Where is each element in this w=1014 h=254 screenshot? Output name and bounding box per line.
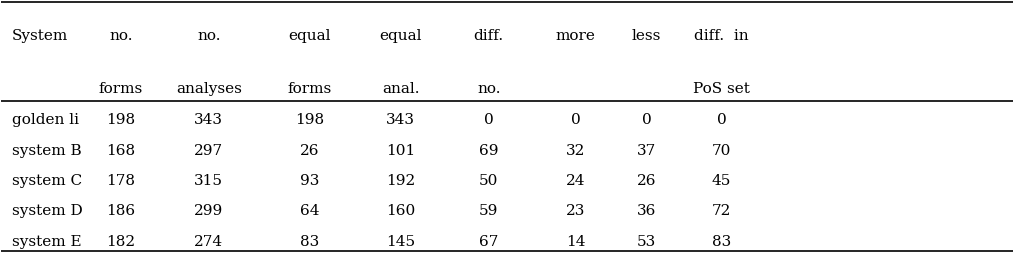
Text: 0: 0: [642, 113, 651, 127]
Text: diff.: diff.: [474, 29, 504, 43]
Text: 32: 32: [566, 143, 585, 157]
Text: 24: 24: [566, 173, 585, 187]
Text: equal: equal: [379, 29, 422, 43]
Text: System: System: [11, 29, 68, 43]
Text: 64: 64: [300, 203, 319, 217]
Text: 59: 59: [479, 203, 499, 217]
Text: less: less: [632, 29, 661, 43]
Text: 45: 45: [712, 173, 731, 187]
Text: 26: 26: [300, 143, 319, 157]
Text: 297: 297: [194, 143, 223, 157]
Text: 178: 178: [106, 173, 135, 187]
Text: system D: system D: [11, 203, 82, 217]
Text: 37: 37: [637, 143, 656, 157]
Text: system B: system B: [11, 143, 81, 157]
Text: no.: no.: [477, 82, 501, 96]
Text: anal.: anal.: [382, 82, 420, 96]
Text: 53: 53: [637, 234, 656, 248]
Text: 145: 145: [386, 234, 416, 248]
Text: 182: 182: [106, 234, 135, 248]
Text: 83: 83: [300, 234, 319, 248]
Text: 198: 198: [106, 113, 135, 127]
Text: 83: 83: [712, 234, 731, 248]
Text: 192: 192: [386, 173, 416, 187]
Text: diff.  in: diff. in: [694, 29, 748, 43]
Text: 23: 23: [566, 203, 585, 217]
Text: 69: 69: [479, 143, 499, 157]
Text: 72: 72: [712, 203, 731, 217]
Text: 343: 343: [195, 113, 223, 127]
Text: 70: 70: [712, 143, 731, 157]
Text: golden li: golden li: [11, 113, 78, 127]
Text: 67: 67: [479, 234, 499, 248]
Text: PoS set: PoS set: [693, 82, 749, 96]
Text: system E: system E: [11, 234, 81, 248]
Text: no.: no.: [197, 29, 220, 43]
Text: more: more: [556, 29, 595, 43]
Text: analyses: analyses: [175, 82, 241, 96]
Text: 186: 186: [106, 203, 135, 217]
Text: 14: 14: [566, 234, 585, 248]
Text: equal: equal: [289, 29, 331, 43]
Text: 36: 36: [637, 203, 656, 217]
Text: 0: 0: [717, 113, 726, 127]
Text: 101: 101: [386, 143, 416, 157]
Text: no.: no.: [108, 29, 133, 43]
Text: system C: system C: [11, 173, 81, 187]
Text: 160: 160: [386, 203, 416, 217]
Text: 50: 50: [479, 173, 499, 187]
Text: 343: 343: [386, 113, 416, 127]
Text: 168: 168: [106, 143, 135, 157]
Text: 198: 198: [295, 113, 324, 127]
Text: forms: forms: [98, 82, 143, 96]
Text: 274: 274: [194, 234, 223, 248]
Text: forms: forms: [288, 82, 332, 96]
Text: 0: 0: [484, 113, 494, 127]
Text: 315: 315: [195, 173, 223, 187]
Text: 93: 93: [300, 173, 319, 187]
Text: 0: 0: [571, 113, 581, 127]
Text: 26: 26: [637, 173, 656, 187]
Text: 299: 299: [194, 203, 223, 217]
